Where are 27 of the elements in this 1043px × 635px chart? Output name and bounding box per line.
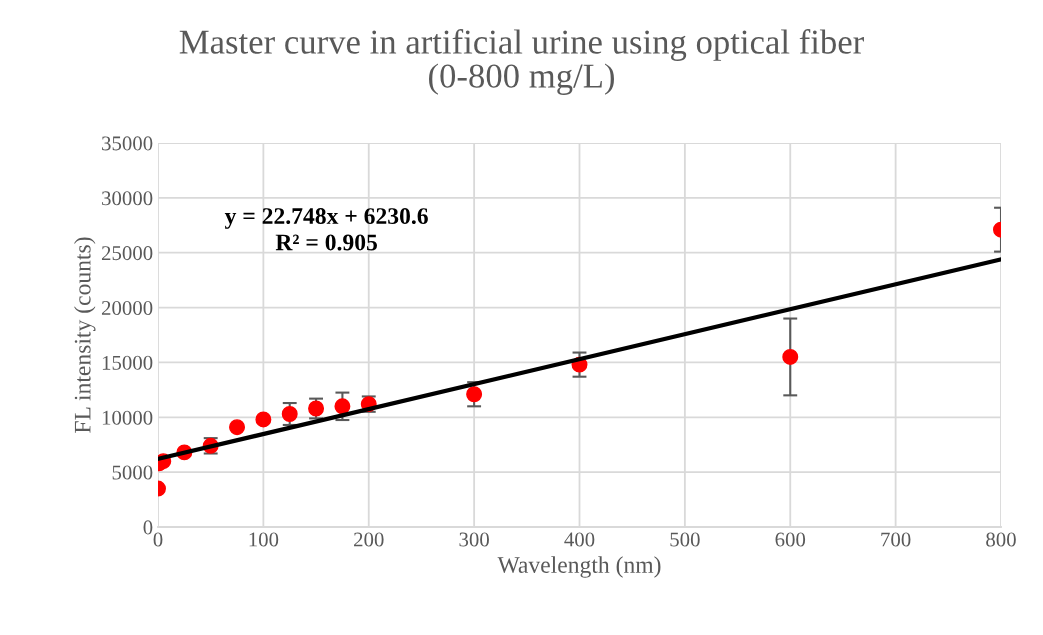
point [466,386,483,403]
chart-title: Master curve in artificial urine using optical fiber (0-800 mg/L) [179,29,864,95]
x-tick-label: 300 [459,532,489,547]
x-axis-title: Wavelength (nm) [497,556,661,578]
point [281,406,298,422]
x-tick-label: 0 [153,532,163,547]
x-tick-label: 200 [354,532,384,547]
y-tick-label: 35000 [102,136,153,151]
y-tick-label: 20000 [101,300,153,315]
annotation: y = 22.748x + 6230.6 R² = 0.905 [224,208,428,251]
x-tick-label: 400 [564,532,595,547]
y-tick-label: 15000 [102,355,153,370]
y-axis-title: FL intensity (counts) [74,237,96,433]
y-tick-label: 0 [143,520,153,535]
point [782,348,799,365]
x-tick-label: 500 [670,532,700,547]
x-tick-label: 800 [986,532,1016,547]
point [255,411,272,428]
x-tick-label: 600 [775,532,806,547]
x-tick-label: 100 [249,532,279,547]
x-tick-label: 700 [881,532,911,547]
y-tick-label: 30000 [102,191,153,206]
y-tick-label: 5000 [112,465,153,480]
point [334,398,351,415]
y-tick-label: 25000 [101,246,153,261]
y-tick-label: 10000 [102,410,153,425]
point [229,419,246,436]
